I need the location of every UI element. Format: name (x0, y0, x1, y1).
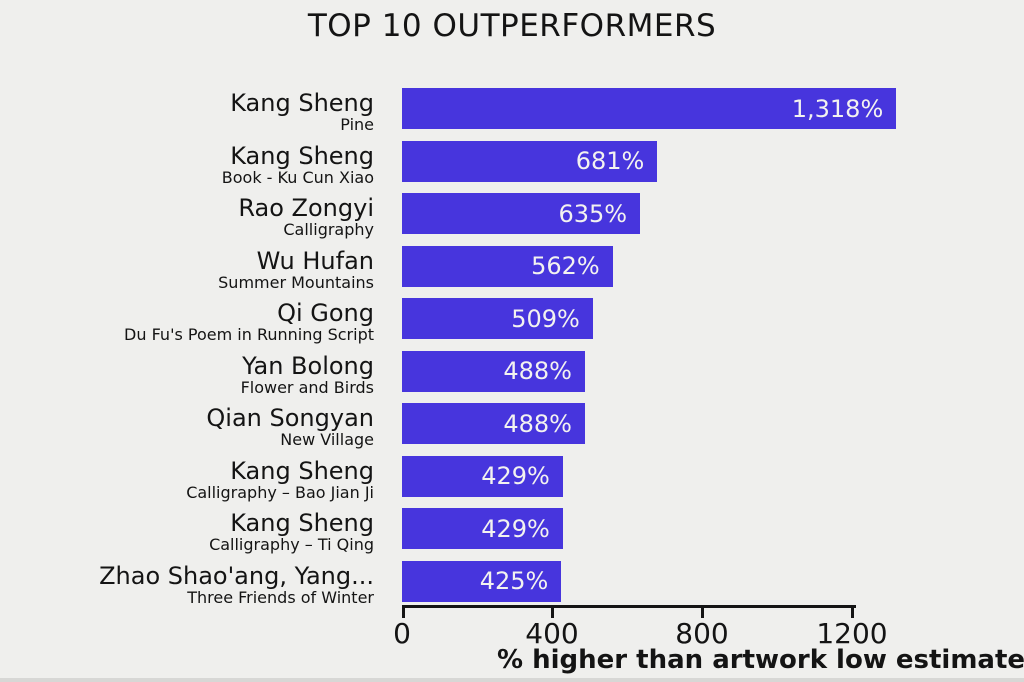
bar-label-artwork: Calligraphy (283, 220, 374, 239)
x-axis-tick (550, 605, 554, 618)
bar-row: Yan Bolong Flower and Birds 488% (0, 350, 1024, 396)
bar-row: Qi Gong Du Fu's Poem in Running Script 509… (0, 298, 1024, 344)
bar: 429% (402, 508, 563, 549)
bar: 1,318% (402, 88, 897, 129)
bar-value-label: 562% (531, 252, 600, 280)
bar-label: Kang Sheng Calligraphy – Ti Qing (0, 511, 374, 554)
bar-row: Zhao Shao'ang, Yang... Three Friends of W… (0, 560, 1024, 606)
bar: 425% (402, 560, 562, 602)
bar-label-artwork: Pine (340, 115, 374, 134)
bar-value-label: 425% (479, 567, 549, 595)
bar-label: Kang Sheng Pine (0, 91, 374, 134)
x-axis-line (402, 605, 856, 608)
bar-label-artist: Kang Sheng (230, 509, 374, 537)
bar-label-artist: Qian Songyan (206, 404, 374, 432)
bottom-edge-strip (0, 678, 1024, 682)
x-axis-tick-label: 800 (675, 617, 729, 650)
x-axis-title: % higher than artwork low estimate (497, 645, 1024, 675)
bar-label: Wu Hufan Summer Mountains (0, 246, 374, 292)
x-axis-tick (402, 605, 405, 618)
bar-label-artist: Zhao Shao'ang, Yang... (99, 561, 374, 590)
bar-row: Kang Sheng Calligraphy – Ti Qing 429% (0, 508, 1024, 554)
bar-value-label: 509% (511, 304, 580, 333)
x-axis-tick-label: 1200 (816, 617, 888, 650)
bar-row: Rao Zongyi Calligraphy 635% (0, 193, 1024, 239)
bar: 488% (402, 403, 585, 444)
bar-row: Kang Sheng Pine 1,318% (0, 88, 1024, 134)
bar-label-artwork: Flower and Birds (240, 377, 374, 397)
bar-value-label: 681% (575, 147, 645, 175)
x-axis-tick-label: 0 (393, 617, 411, 650)
bar-label: Kang Sheng Book - Ku Cun Xiao (0, 141, 374, 187)
bar-label-artwork: Summer Mountains (218, 272, 374, 292)
bar-label: Kang Sheng Calligraphy – Bao Jian Ji (0, 456, 374, 502)
x-axis-tick (850, 605, 854, 618)
bar-label-artwork: Calligraphy – Bao Jian Ji (186, 482, 374, 502)
bar-label: Qi Gong Du Fu's Poem in Running Script (0, 301, 374, 344)
bar-row: Qian Songyan New Village 488% (0, 403, 1024, 449)
bar: 562% (402, 245, 613, 287)
bar-value-label: 488% (503, 357, 572, 385)
bar-label-artist: Rao Zongyi (238, 194, 374, 222)
bar-label-artwork: New Village (280, 430, 374, 449)
bar: 681% (402, 140, 658, 182)
bars-container: Kang Sheng Pine 1,318% Kang Sheng Book - Ku … (0, 88, 1024, 608)
bar-label-artwork: Three Friends of Winter (187, 587, 374, 607)
bar-value-label: 429% (481, 462, 550, 490)
bar-label: Zhao Shao'ang, Yang... Three Friends of W… (0, 561, 374, 607)
bar-label-artist: Kang Sheng (230, 456, 374, 485)
bar: 429% (402, 455, 563, 497)
bar-label-artwork: Du Fu's Poem in Running Script (124, 325, 374, 344)
chart-title: TOP 10 OUTPERFORMERS (307, 8, 717, 44)
bar-label-artist: Wu Hufan (256, 246, 374, 275)
bar-value-label: 1,318% (791, 94, 884, 123)
bar-label-artwork: Calligraphy – Ti Qing (209, 535, 374, 554)
bar-label-artist: Kang Sheng (230, 141, 374, 170)
bar-row: Kang Sheng Calligraphy – Bao Jian Ji 429% (0, 455, 1024, 501)
bar-label-artist: Yan Bolong (242, 351, 374, 380)
x-axis-tick (700, 605, 704, 618)
bar-row: Kang Sheng Book - Ku Cun Xiao 681% (0, 140, 1024, 186)
bar-row: Wu Hufan Summer Mountains 562% (0, 245, 1024, 291)
bar-value-label: 635% (558, 199, 628, 228)
bar-label: Rao Zongyi Calligraphy (0, 196, 374, 239)
bar-label-artwork: Book - Ku Cun Xiao (221, 167, 374, 187)
bar: 488% (402, 350, 585, 392)
bar-label-artist: Kang Sheng (230, 89, 374, 117)
bar: 635% (402, 193, 641, 234)
x-axis-tick-label: 400 (525, 617, 579, 650)
bar-label: Yan Bolong Flower and Birds (0, 351, 374, 397)
bar-label-artist: Qi Gong (277, 299, 374, 327)
bar: 509% (402, 298, 593, 339)
bar-value-label: 488% (503, 409, 572, 438)
bar-value-label: 429% (481, 514, 550, 543)
bar-label: Qian Songyan New Village (0, 406, 374, 449)
